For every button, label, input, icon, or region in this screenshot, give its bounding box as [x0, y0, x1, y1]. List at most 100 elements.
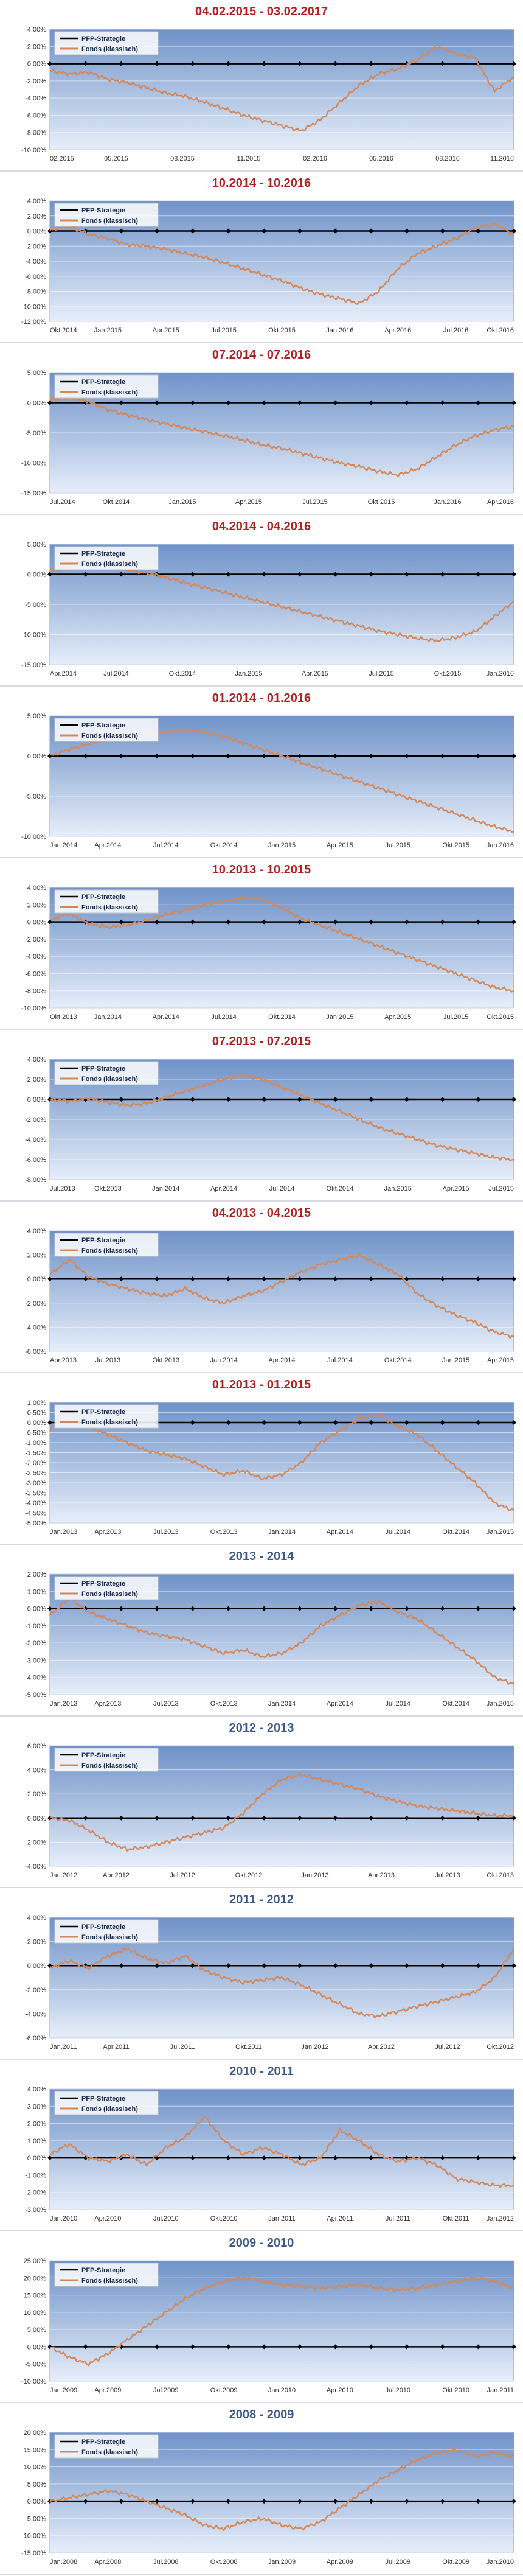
- y-tick-label: -12,00%: [21, 318, 46, 326]
- series-marker: [154, 228, 160, 234]
- series-marker: [333, 572, 338, 577]
- x-tick-label: Jul.2010: [153, 2215, 179, 2222]
- y-tick-label: 5,00%: [27, 2326, 46, 2334]
- series-marker: [511, 2499, 516, 2504]
- series-line-fonds-klassisch: [49, 222, 514, 305]
- line-chart: -6,00% -4,00% -2,00% 0,00% 2,00% 4,00% Jan.201…: [25, 1914, 516, 2051]
- line-chart: -15,00% -10,00% -5,00% 0,00% 5,00% 10,00% 15,0…: [21, 2429, 516, 2566]
- series-marker: [262, 1815, 267, 1821]
- series-marker: [476, 2499, 481, 2504]
- x-tick-label: Jan.2015: [326, 1013, 353, 1021]
- chart-legend: PFP-Strategie Fonds (klassisch): [54, 203, 159, 227]
- legend-label: PFP-Strategie: [81, 722, 125, 729]
- series-marker: [369, 1420, 374, 1425]
- chart-panel: 07.2013 - 07.2015 -8,00% -6,00% -4,00% -2,00…: [0, 1030, 523, 1202]
- x-tick-label: Jul.2014: [153, 842, 179, 849]
- legend-box: [54, 1233, 159, 1257]
- legend-label: PFP-Strategie: [81, 1065, 125, 1073]
- y-tick-label: 1,00%: [27, 1588, 46, 1595]
- y-tick-label: -6,00%: [25, 1157, 46, 1164]
- series-marker: [476, 400, 481, 405]
- x-tick-label: Jul.2014: [211, 1013, 237, 1021]
- x-tick-label: Okt.2008: [210, 2558, 238, 2566]
- y-tick-label: -5,00%: [25, 2515, 46, 2522]
- y-tick-label: -0,50%: [25, 1430, 46, 1437]
- series-marker: [404, 1276, 409, 1282]
- y-tick-label: -15,00%: [21, 490, 46, 497]
- legend-box: [54, 1748, 159, 1772]
- chart-panel: 2008 - 2009 -15,00% -10,00% -5,00% 0,00% 5,00…: [0, 2403, 523, 2575]
- chart-panel: 04.2013 - 04.2015 -6,00% -4,00% -2,00% 0,00%…: [0, 1202, 523, 1373]
- x-tick-label: Jan.2015: [268, 842, 296, 849]
- x-tick-label: Apr.2014: [268, 1357, 295, 1364]
- chart-title: 2013 - 2014: [229, 1550, 294, 1563]
- series-marker: [440, 1097, 445, 1102]
- legend-label: PFP-Strategie: [81, 894, 125, 901]
- series-marker: [154, 1815, 160, 1821]
- series-line-fonds-klassisch: [49, 396, 514, 478]
- y-tick-label: 4,00%: [27, 198, 46, 205]
- series-marker: [297, 754, 302, 758]
- y-tick-label: 10,00%: [24, 2309, 47, 2317]
- y-tick-label: -3,00%: [25, 2207, 46, 2214]
- y-tick-label: -2,00%: [25, 1460, 46, 1467]
- series-marker: [476, 919, 481, 925]
- series-marker: [262, 1606, 267, 1611]
- legend-box: [54, 718, 159, 742]
- x-tick-label: Okt.2014: [50, 327, 77, 334]
- series-marker: [262, 2344, 267, 2350]
- x-tick-label: Apr.2013: [368, 1872, 395, 1879]
- series-marker: [404, 228, 409, 234]
- x-tick-label: Okt.2013: [152, 1357, 179, 1364]
- line-chart: -15,00% -10,00% -5,00% 0,00% 5,00% Apr.2014 Ju…: [21, 541, 516, 677]
- x-tick-label: Jul.2013: [95, 1357, 121, 1364]
- x-tick-label: Jan.2013: [50, 1700, 77, 1707]
- y-tick-label: -2,00%: [25, 1640, 46, 1647]
- x-tick-label: Okt.2014: [169, 670, 196, 677]
- series-line-fonds-klassisch: [49, 1947, 515, 2018]
- x-tick-label: Okt.2014: [327, 1185, 354, 1192]
- y-tick-label: -4,50%: [25, 1510, 46, 1517]
- series-marker: [404, 919, 409, 925]
- x-tick-label: Jul.2013: [435, 1872, 460, 1879]
- y-tick-label: -6,00%: [25, 112, 46, 119]
- series-marker: [440, 1276, 445, 1282]
- series-marker: [369, 1815, 374, 1821]
- legend-label: Fonds (klassisch): [81, 904, 138, 911]
- x-tick-label: Okt.2013: [50, 1013, 77, 1021]
- series-marker: [369, 2344, 374, 2350]
- y-tick-label: -8,00%: [25, 289, 46, 296]
- x-tick-label: Jul.2012: [170, 1872, 195, 1879]
- series-marker: [511, 754, 516, 758]
- y-tick-label: 2,00%: [27, 43, 46, 51]
- series-marker: [297, 1815, 302, 1821]
- y-tick-label: -10,00%: [21, 2378, 46, 2385]
- y-tick-label: 4,00%: [27, 2086, 46, 2093]
- x-tick-label: Jul.2011: [386, 2215, 410, 2222]
- y-tick-label: -2,00%: [25, 243, 46, 250]
- y-tick-label: -4,00%: [25, 2011, 46, 2018]
- chart-legend: PFP-Strategie Fonds (klassisch): [54, 1576, 159, 1600]
- y-tick-label: -5,00%: [25, 430, 46, 437]
- series-marker: [297, 2344, 302, 2350]
- x-tick-label: Jan.2015: [487, 1700, 514, 1707]
- x-tick-label: Jan.2009: [268, 2558, 296, 2566]
- y-tick-label: -4,00%: [25, 1863, 46, 1871]
- legend-label: Fonds (klassisch): [81, 1247, 138, 1255]
- x-tick-label: Apr.2009: [94, 2387, 121, 2394]
- y-tick-label: 4,00%: [27, 26, 46, 33]
- series-marker: [47, 400, 52, 405]
- series-marker: [83, 754, 88, 758]
- y-tick-label: 0,00%: [27, 919, 46, 926]
- series-marker: [83, 1276, 88, 1282]
- series-marker: [404, 1815, 409, 1821]
- x-tick-label: Jul.2014: [327, 1357, 353, 1364]
- x-tick-label: Jul.2014: [385, 1700, 410, 1707]
- y-tick-label: 4,00%: [27, 884, 46, 892]
- legend-label: Fonds (klassisch): [81, 2449, 138, 2456]
- chart-legend: PFP-Strategie Fonds (klassisch): [54, 1061, 159, 1085]
- series-marker: [119, 1606, 124, 1611]
- legend-label: PFP-Strategie: [81, 35, 125, 43]
- y-tick-label: 0,00%: [27, 1962, 46, 1970]
- series-marker: [226, 61, 231, 66]
